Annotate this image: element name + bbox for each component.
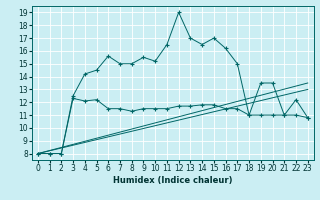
X-axis label: Humidex (Indice chaleur): Humidex (Indice chaleur): [113, 176, 233, 185]
